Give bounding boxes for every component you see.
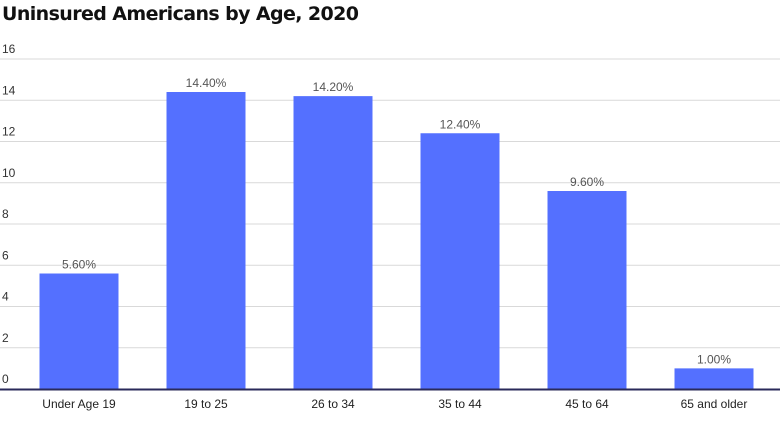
bar — [547, 191, 627, 389]
y-tick-label: 14 — [2, 83, 16, 97]
data-label: 9.60% — [570, 175, 604, 189]
y-tick-label: 6 — [2, 248, 9, 262]
x-tick-label: Under Age 19 — [42, 397, 116, 411]
data-label: 14.40% — [186, 76, 227, 90]
bar — [39, 273, 119, 389]
data-label: 5.60% — [62, 258, 96, 272]
x-tick-label: 35 to 44 — [438, 397, 482, 411]
bar — [166, 92, 246, 389]
x-tick-label: 19 to 25 — [184, 397, 228, 411]
y-tick-label: 4 — [2, 290, 9, 304]
gridlines — [0, 58, 780, 349]
x-tick-label: 65 and older — [681, 397, 748, 411]
y-tick-label: 12 — [2, 125, 16, 139]
x-tick-label: 45 to 64 — [565, 397, 609, 411]
bar — [420, 133, 500, 389]
y-tick-label: 2 — [2, 331, 9, 345]
data-labels: 5.60% 14.40% 14.20% 12.40% 9.60% 1.00% — [62, 76, 731, 366]
y-tick-label: 10 — [2, 166, 16, 180]
data-label: 1.00% — [697, 352, 731, 366]
chart-title: Uninsured Americans by Age, 2020 — [2, 3, 359, 25]
bar — [674, 368, 754, 389]
y-axis-ticks: 0 2 4 6 8 10 12 14 16 — [2, 42, 16, 386]
y-tick-label: 16 — [2, 42, 16, 56]
bars — [39, 92, 754, 389]
data-label: 12.40% — [440, 117, 481, 131]
y-tick-label: 8 — [2, 207, 9, 221]
x-axis-ticks: Under Age 19 19 to 25 26 to 34 35 to 44 45 t… — [42, 397, 747, 411]
bar — [293, 96, 373, 389]
y-tick-label: 0 — [2, 372, 9, 386]
x-tick-label: 26 to 34 — [311, 397, 355, 411]
data-label: 14.20% — [313, 80, 354, 94]
